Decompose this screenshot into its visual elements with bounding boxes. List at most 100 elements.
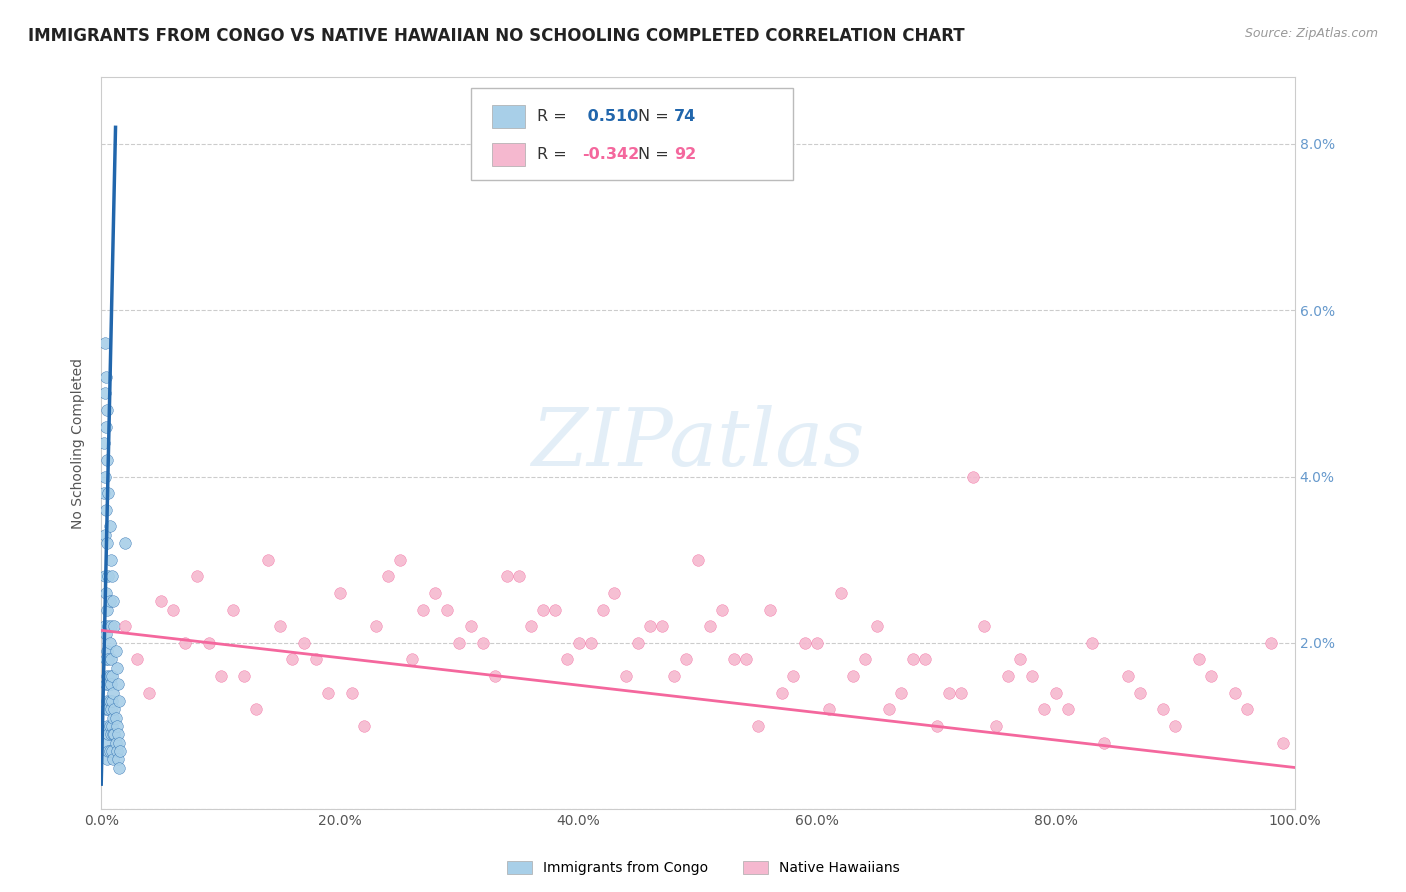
Point	[94, 619, 117, 633]
Point	[340, 686, 363, 700]
Point	[425, 586, 447, 600]
Point	[114, 536, 136, 550]
Point	[1236, 702, 1258, 716]
Point	[97, 619, 120, 633]
Point	[616, 669, 638, 683]
Point	[94, 419, 117, 434]
Text: Source: ZipAtlas.com: Source: ZipAtlas.com	[1244, 27, 1378, 40]
Point	[1164, 719, 1187, 733]
Point	[962, 469, 984, 483]
Point	[782, 669, 804, 683]
Text: IMMIGRANTS FROM CONGO VS NATIVE HAWAIIAN NO SCHOOLING COMPLETED CORRELATION CHAR: IMMIGRANTS FROM CONGO VS NATIVE HAWAIIAN…	[28, 27, 965, 45]
Point	[125, 652, 148, 666]
Point	[842, 669, 865, 683]
Point	[1021, 669, 1043, 683]
Point	[97, 486, 120, 500]
Point	[96, 752, 118, 766]
Point	[97, 727, 120, 741]
Point	[484, 669, 506, 683]
Text: 92: 92	[673, 147, 696, 161]
Point	[100, 677, 122, 691]
Point	[794, 636, 817, 650]
Point	[853, 652, 876, 666]
Point	[686, 552, 709, 566]
Point	[316, 686, 339, 700]
Point	[96, 453, 118, 467]
Point	[1188, 652, 1211, 666]
Point	[110, 744, 132, 758]
Point	[94, 627, 117, 641]
Point	[105, 661, 128, 675]
Point	[579, 636, 602, 650]
Point	[758, 602, 780, 616]
Point	[699, 619, 721, 633]
Point	[1116, 669, 1139, 683]
Point	[890, 686, 912, 700]
Point	[866, 619, 889, 633]
Point	[651, 619, 673, 633]
Legend: Immigrants from Congo, Native Hawaiians: Immigrants from Congo, Native Hawaiians	[501, 855, 905, 880]
Point	[100, 702, 122, 716]
Point	[520, 619, 543, 633]
Point	[770, 686, 793, 700]
Point	[1045, 686, 1067, 700]
Point	[94, 336, 117, 351]
Point	[98, 519, 121, 533]
Point	[388, 552, 411, 566]
Point	[734, 652, 756, 666]
Point	[257, 552, 280, 566]
Point	[108, 760, 131, 774]
Text: -0.342: -0.342	[582, 147, 640, 161]
Point	[747, 719, 769, 733]
Point	[96, 719, 118, 733]
Point	[1010, 652, 1032, 666]
Point	[901, 652, 924, 666]
Point	[830, 586, 852, 600]
Text: N =: N =	[638, 109, 669, 124]
Point	[472, 636, 495, 650]
Point	[1057, 702, 1080, 716]
Point	[353, 719, 375, 733]
Point	[877, 702, 900, 716]
Point	[364, 619, 387, 633]
Point	[94, 502, 117, 516]
Point	[94, 569, 117, 583]
Point	[101, 711, 124, 725]
Point	[98, 694, 121, 708]
Point	[162, 602, 184, 616]
Point	[138, 686, 160, 700]
Point	[555, 652, 578, 666]
Point	[100, 552, 122, 566]
Point	[96, 694, 118, 708]
Point	[98, 669, 121, 683]
Point	[101, 694, 124, 708]
Text: 0.510: 0.510	[582, 109, 638, 124]
Text: R =: R =	[537, 147, 567, 161]
Point	[986, 719, 1008, 733]
Point	[1260, 636, 1282, 650]
Point	[98, 744, 121, 758]
Point	[100, 619, 122, 633]
Text: N =: N =	[638, 147, 669, 161]
Point	[806, 636, 828, 650]
Point	[96, 602, 118, 616]
Point	[94, 652, 117, 666]
Point	[101, 569, 124, 583]
Point	[592, 602, 614, 616]
Point	[1033, 702, 1056, 716]
Point	[98, 719, 121, 733]
Point	[544, 602, 567, 616]
Text: R =: R =	[537, 109, 567, 124]
FancyBboxPatch shape	[471, 88, 793, 180]
Point	[1223, 686, 1246, 700]
FancyBboxPatch shape	[492, 104, 524, 128]
Point	[914, 652, 936, 666]
Point	[96, 536, 118, 550]
Point	[114, 619, 136, 633]
Point	[94, 369, 117, 384]
Point	[103, 619, 125, 633]
Point	[449, 636, 471, 650]
Point	[94, 586, 117, 600]
Point	[94, 469, 117, 483]
Point	[173, 636, 195, 650]
